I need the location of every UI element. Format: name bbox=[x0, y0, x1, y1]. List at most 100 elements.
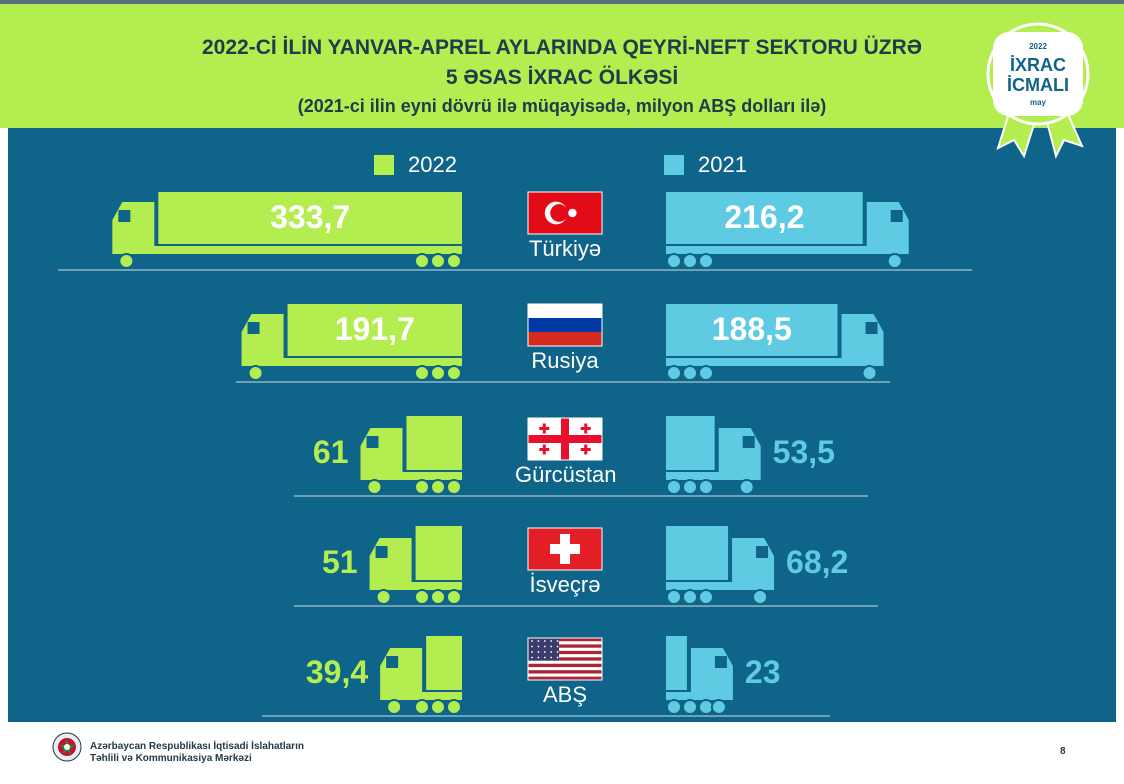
country-row-4 bbox=[294, 526, 878, 607]
turkey-flag-crescent-inner bbox=[550, 204, 568, 222]
truck-2021-4-rear-wheel-2 bbox=[682, 589, 698, 605]
usa-flag-star bbox=[531, 651, 533, 653]
truck-2022-5-rear-wheel-2 bbox=[430, 699, 446, 715]
page-number: 8 bbox=[1060, 746, 1066, 757]
country-label-2: Rusiya bbox=[531, 348, 599, 373]
truck-2021-1-cab bbox=[866, 202, 909, 246]
value-2022-2: 191,7 bbox=[334, 311, 415, 347]
truck-2022-1-cab bbox=[112, 202, 155, 246]
usa-flag-star bbox=[550, 645, 553, 648]
usa-flag-stripe-10 bbox=[528, 667, 602, 671]
value-2022-1: 333,7 bbox=[270, 199, 351, 235]
usa-flag-stripe-13 bbox=[528, 676, 602, 680]
truck-2022-3-chassis bbox=[360, 472, 462, 480]
truck-2022-2-cab-window bbox=[247, 322, 260, 334]
truck-2022-3-cab bbox=[360, 428, 403, 472]
truck-2022-1-cargo bbox=[158, 192, 462, 244]
usa-flag-border bbox=[527, 637, 603, 681]
truck-2021-2-cab-window bbox=[865, 322, 878, 334]
usa-flag-star bbox=[531, 640, 533, 642]
truck-2021-2-rear-wheel-1 bbox=[666, 365, 682, 381]
value-2022-5: 39,4 bbox=[305, 654, 369, 690]
truck-2021-5-rear-wheel-2 bbox=[682, 699, 698, 715]
truck-2022-1-rear-wheel-2 bbox=[430, 253, 446, 269]
truck-2022-3-rear-wheel-1 bbox=[446, 479, 462, 495]
truck-2021-5-rear-wheel-3 bbox=[698, 699, 714, 715]
value-2021-5: 23 bbox=[744, 654, 781, 690]
truck-2022-2-rear-wheel-2 bbox=[430, 365, 446, 381]
truck-2021-3-cab bbox=[718, 428, 761, 472]
truck-2022-2-front-wheel bbox=[247, 365, 264, 381]
truck-2021-3-chassis bbox=[666, 472, 761, 480]
truck-2022-4-rear-wheel-3 bbox=[414, 589, 430, 605]
value-2022-4: 51 bbox=[322, 544, 358, 580]
country-label-3: Gürcüstan bbox=[515, 462, 617, 487]
usa-flag-star bbox=[550, 640, 553, 642]
usa-flag-star bbox=[543, 651, 546, 653]
country-row-1 bbox=[58, 191, 972, 271]
truck-2021-3-front-wheel bbox=[738, 479, 755, 495]
usa-flag-stripe-7 bbox=[528, 657, 602, 661]
truck-2021-5-cab-window bbox=[714, 656, 727, 668]
truck-2021-1-cab-window bbox=[890, 210, 903, 222]
turkey-flag-star bbox=[568, 208, 577, 218]
value-2021-4: 68,2 bbox=[786, 544, 849, 580]
truck-2021-2-cab bbox=[841, 314, 884, 358]
truck-2022-4-cab bbox=[369, 538, 412, 582]
usa-flag-stripe-8 bbox=[528, 660, 602, 664]
truck-2021-3-rear-wheel-2 bbox=[682, 479, 698, 495]
legend-item-2021: 2021 bbox=[664, 152, 747, 178]
truck-2021-2-chassis bbox=[666, 358, 884, 366]
truck-2022-5-rear-wheel-1 bbox=[446, 699, 462, 715]
turkey-flag-border bbox=[527, 191, 603, 235]
georgia-flag-small-cross-h-4 bbox=[580, 448, 591, 451]
truck-2022-3-rear-wheel-3 bbox=[414, 479, 430, 495]
switzerland-flag-border bbox=[527, 527, 603, 571]
usa-flag-star bbox=[537, 640, 540, 642]
truck-2022-3-cargo bbox=[406, 416, 462, 470]
usa-flag-canton bbox=[528, 638, 560, 661]
chart-title-line-1: 2022-Cİ İLİN YANVAR-APREL AYLARINDA QEYR… bbox=[201, 36, 923, 59]
badge-year: 2022 bbox=[1029, 42, 1047, 51]
truck-2022-4-cargo bbox=[415, 526, 462, 580]
usa-flag-star bbox=[550, 651, 553, 653]
truck-2021-4-chassis bbox=[666, 582, 775, 590]
org-name-line-2: Təhlili və Kommunikasiya Mərkəzi bbox=[90, 753, 252, 764]
truck-2022-3-rear-wheel-2 bbox=[430, 479, 446, 495]
truck-2022-4-chassis bbox=[369, 582, 462, 590]
georgia-flag-cross-horizontal bbox=[528, 435, 602, 443]
country-label-1: Türkiyə bbox=[528, 236, 602, 261]
truck-2021-5-cab bbox=[690, 648, 733, 692]
usa-flag-stripe-12 bbox=[528, 673, 602, 677]
truck-2021-4-rear-wheel-1 bbox=[666, 589, 682, 605]
value-2021-2: 188,5 bbox=[711, 311, 792, 347]
country-row-5 bbox=[262, 636, 830, 717]
truck-2021-1-rear-wheel-2 bbox=[682, 253, 698, 269]
truck-2022-1-cab-window bbox=[118, 210, 131, 222]
truck-2021-1-front-wheel bbox=[886, 253, 903, 269]
usa-flag-stripe-6 bbox=[528, 654, 602, 658]
truck-2022-1-front-wheel bbox=[118, 253, 135, 269]
truck-2021-1-cargo bbox=[666, 192, 863, 244]
usa-flag-stripe-11 bbox=[528, 670, 602, 674]
usa-flag-stripe-3 bbox=[528, 644, 602, 648]
legend-label-2022: 2022 bbox=[408, 152, 457, 177]
truck-2021-5-chassis bbox=[666, 692, 733, 700]
russia-flag-blue-stripe bbox=[528, 318, 602, 332]
usa-flag-star bbox=[531, 645, 533, 648]
value-2021-3: 53,5 bbox=[772, 434, 835, 470]
legend-item-2022: 2022 bbox=[374, 152, 457, 178]
truck-2022-4-rear-wheel-1 bbox=[446, 589, 462, 605]
truck-2021-4-cab-window bbox=[756, 546, 769, 558]
switzerland-flag-cross-horizontal bbox=[550, 544, 580, 554]
legend-swatch-2022 bbox=[374, 155, 394, 175]
truck-2022-4-rear-wheel-2 bbox=[430, 589, 446, 605]
usa-flag-star bbox=[556, 645, 559, 648]
usa-flag-star bbox=[543, 656, 546, 659]
truck-2022-1-rear-wheel-1 bbox=[446, 253, 462, 269]
value-2021-1: 216,2 bbox=[724, 199, 805, 235]
country-label-5: ABŞ bbox=[542, 682, 588, 707]
georgia-flag-border bbox=[527, 417, 603, 461]
truck-2021-2-rear-wheel-3 bbox=[698, 365, 714, 381]
